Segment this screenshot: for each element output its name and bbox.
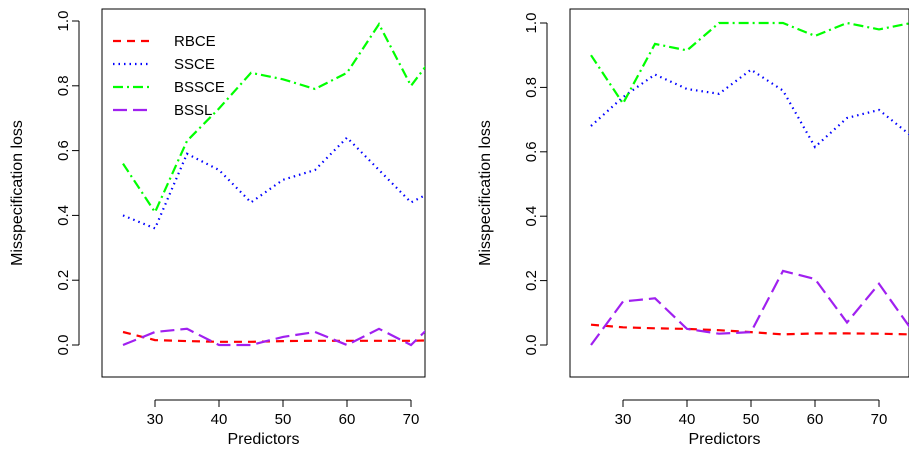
- series-line-bssce: [122, 22, 425, 215]
- legend-label-bssl: BSSL: [174, 102, 212, 119]
- chart-panel-1: 0.0 0.2 0.4 0.6 0.8 1.0 30 40 50 60 70 Predictors Mi…: [9, 8, 426, 448]
- x-tick-label: 40: [211, 411, 228, 428]
- x-tick-label: 70: [871, 411, 888, 428]
- x-tick-label: 60: [339, 411, 356, 428]
- series-line-1: [590, 323, 909, 336]
- y-tick-label: 0.0: [55, 335, 72, 356]
- y-tick-label: 0.8: [55, 75, 72, 96]
- legend-label-bssce: BSSCE: [174, 79, 225, 96]
- y-tick-label: 0.2: [55, 270, 72, 291]
- plot-frame: [569, 8, 909, 378]
- x-tick-label: 40: [679, 411, 696, 428]
- x-tick-label: 60: [807, 411, 824, 428]
- y-tick-label: 0.4: [55, 205, 72, 226]
- series-line-bssl: [122, 327, 425, 347]
- series-line-rbce: [122, 330, 425, 343]
- y-tick-label: 0.2: [523, 270, 540, 291]
- x-tick-label: 50: [743, 411, 760, 428]
- x-tick-label: 30: [615, 411, 632, 428]
- y-tick-label: 0.4: [523, 206, 540, 227]
- y-tick-label: 0.8: [523, 77, 540, 98]
- legend-label-ssce: SSCE: [174, 56, 215, 73]
- legend: RBCE SSCE BSSCE BSSL: [113, 33, 225, 119]
- y-tick-label: 0.6: [523, 141, 540, 162]
- series-line-3: [590, 21, 909, 106]
- x-tick-label: 30: [147, 411, 164, 428]
- chart-panel-2: 0.0 0.2 0.4 0.6 0.8 1.0 30 40 50 60 70 Predictors Mi…: [477, 8, 909, 448]
- plot-frame: [101, 8, 426, 378]
- y-tick-label: 1.0: [55, 11, 72, 32]
- series-line-4: [590, 269, 909, 346]
- y-tick-label: 0.0: [523, 335, 540, 356]
- x-tick-label: 50: [275, 411, 292, 428]
- y-axis-title: Misspecification loss: [477, 120, 494, 266]
- series-line-ssce: [122, 136, 425, 230]
- legend-label-rbce: RBCE: [174, 33, 216, 50]
- x-axis-title: Predictors: [688, 431, 760, 448]
- x-axis-title: Predictors: [227, 431, 299, 448]
- y-tick-label: 0.6: [55, 140, 72, 161]
- y-tick-label: 1.0: [523, 13, 540, 34]
- x-tick-label: 70: [403, 411, 420, 428]
- series-line-2: [590, 68, 909, 149]
- y-axis-title: Misspecification loss: [9, 120, 26, 266]
